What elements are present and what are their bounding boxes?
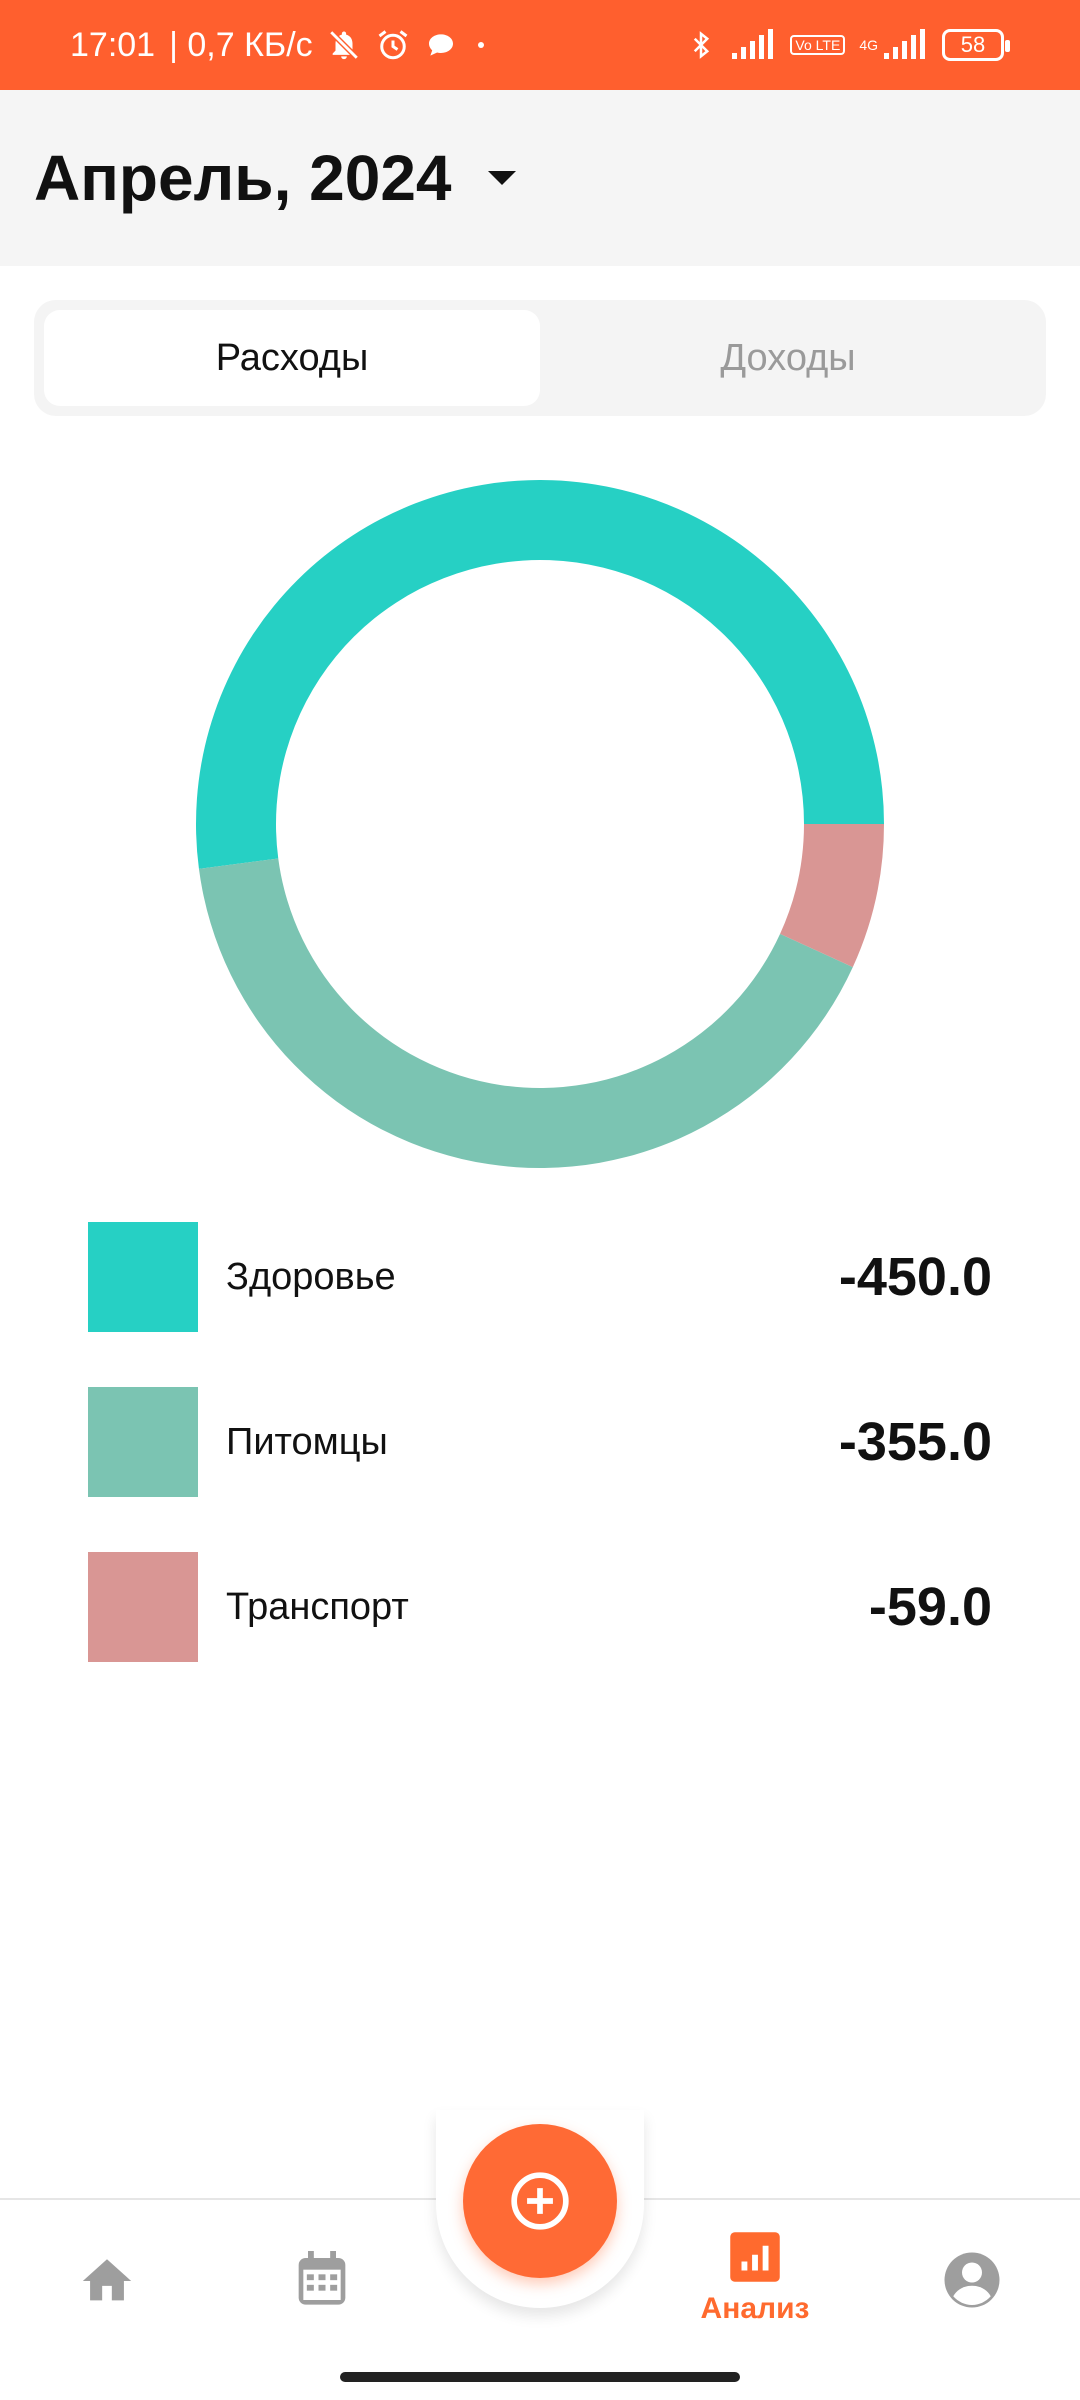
network-type: 4G [859, 37, 878, 53]
add-circle-icon [511, 2172, 569, 2230]
alarm-icon [375, 27, 411, 63]
nav-calendar[interactable] [294, 2248, 350, 2310]
month-selector[interactable]: Апрель, 2024 [34, 141, 516, 215]
legend-item-transport[interactable]: Транспорт -59.0 [88, 1552, 992, 1662]
caret-down-icon[interactable] [487, 171, 516, 185]
legend-name-health: Здоровье [226, 1255, 396, 1298]
month-title: Апрель, 2024 [34, 142, 452, 214]
legend: Здоровье -450.0 Питомцы -355.0 Транспорт… [88, 1222, 992, 1717]
analytics-icon [730, 2232, 780, 2282]
legend-item-pets[interactable]: Питомцы -355.0 [88, 1387, 992, 1497]
legend-name-transport: Транспорт [226, 1585, 409, 1628]
nav-profile[interactable] [942, 2250, 1002, 2310]
legend-value-pets: -355.0 [838, 1412, 992, 1472]
status-left: 17:01 | 0,7 КБ/с [70, 26, 491, 65]
legend-value-transport: -59.0 [868, 1577, 992, 1637]
add-transaction-button[interactable] [463, 2124, 617, 2278]
donut-slice-transport[interactable] [780, 824, 884, 968]
message-bubble-icon [425, 29, 457, 61]
status-bar: 17:01 | 0,7 КБ/с Vo LTE 4G [0, 0, 1080, 90]
signal-icon [730, 29, 776, 61]
status-speed: | 0,7 КБ/с [169, 25, 313, 64]
donut-slice-health[interactable] [195, 479, 884, 869]
legend-swatch-health [88, 1222, 198, 1332]
muted-bell-icon [327, 28, 361, 62]
status-time: 17:01 [70, 25, 156, 64]
battery-indicator: 58 [942, 29, 1010, 61]
type-tabs: Расходы Доходы [34, 300, 1046, 416]
tab-expenses[interactable]: Расходы [44, 310, 540, 406]
legend-value-health: -450.0 [838, 1247, 992, 1307]
nav-analytics-label: Анализ [700, 2292, 810, 2325]
volte-badge: Vo LTE [790, 35, 846, 55]
home-icon [82, 2259, 132, 2301]
donut-chart [195, 479, 884, 1168]
legend-swatch-pets [88, 1387, 198, 1497]
profile-icon [944, 2252, 1000, 2308]
tab-income[interactable]: Доходы [720, 336, 856, 379]
legend-item-health[interactable]: Здоровье -450.0 [88, 1222, 992, 1332]
legend-swatch-transport [88, 1552, 198, 1662]
calendar-icon [298, 2251, 346, 2305]
nav-analytics[interactable]: Анализ [695, 2230, 815, 2326]
donut-slice-pets[interactable] [198, 858, 853, 1168]
home-indicator [340, 2372, 740, 2382]
bluetooth-icon [686, 27, 716, 63]
signal-icon-2 [882, 29, 928, 61]
status-right: Vo LTE 4G 58 [686, 27, 1010, 63]
legend-name-pets: Питомцы [226, 1420, 388, 1463]
header: Апрель, 2024 [0, 90, 1080, 266]
dot-icon [471, 35, 491, 55]
donut-chart-svg [195, 479, 884, 1168]
nav-home[interactable] [78, 2252, 136, 2310]
